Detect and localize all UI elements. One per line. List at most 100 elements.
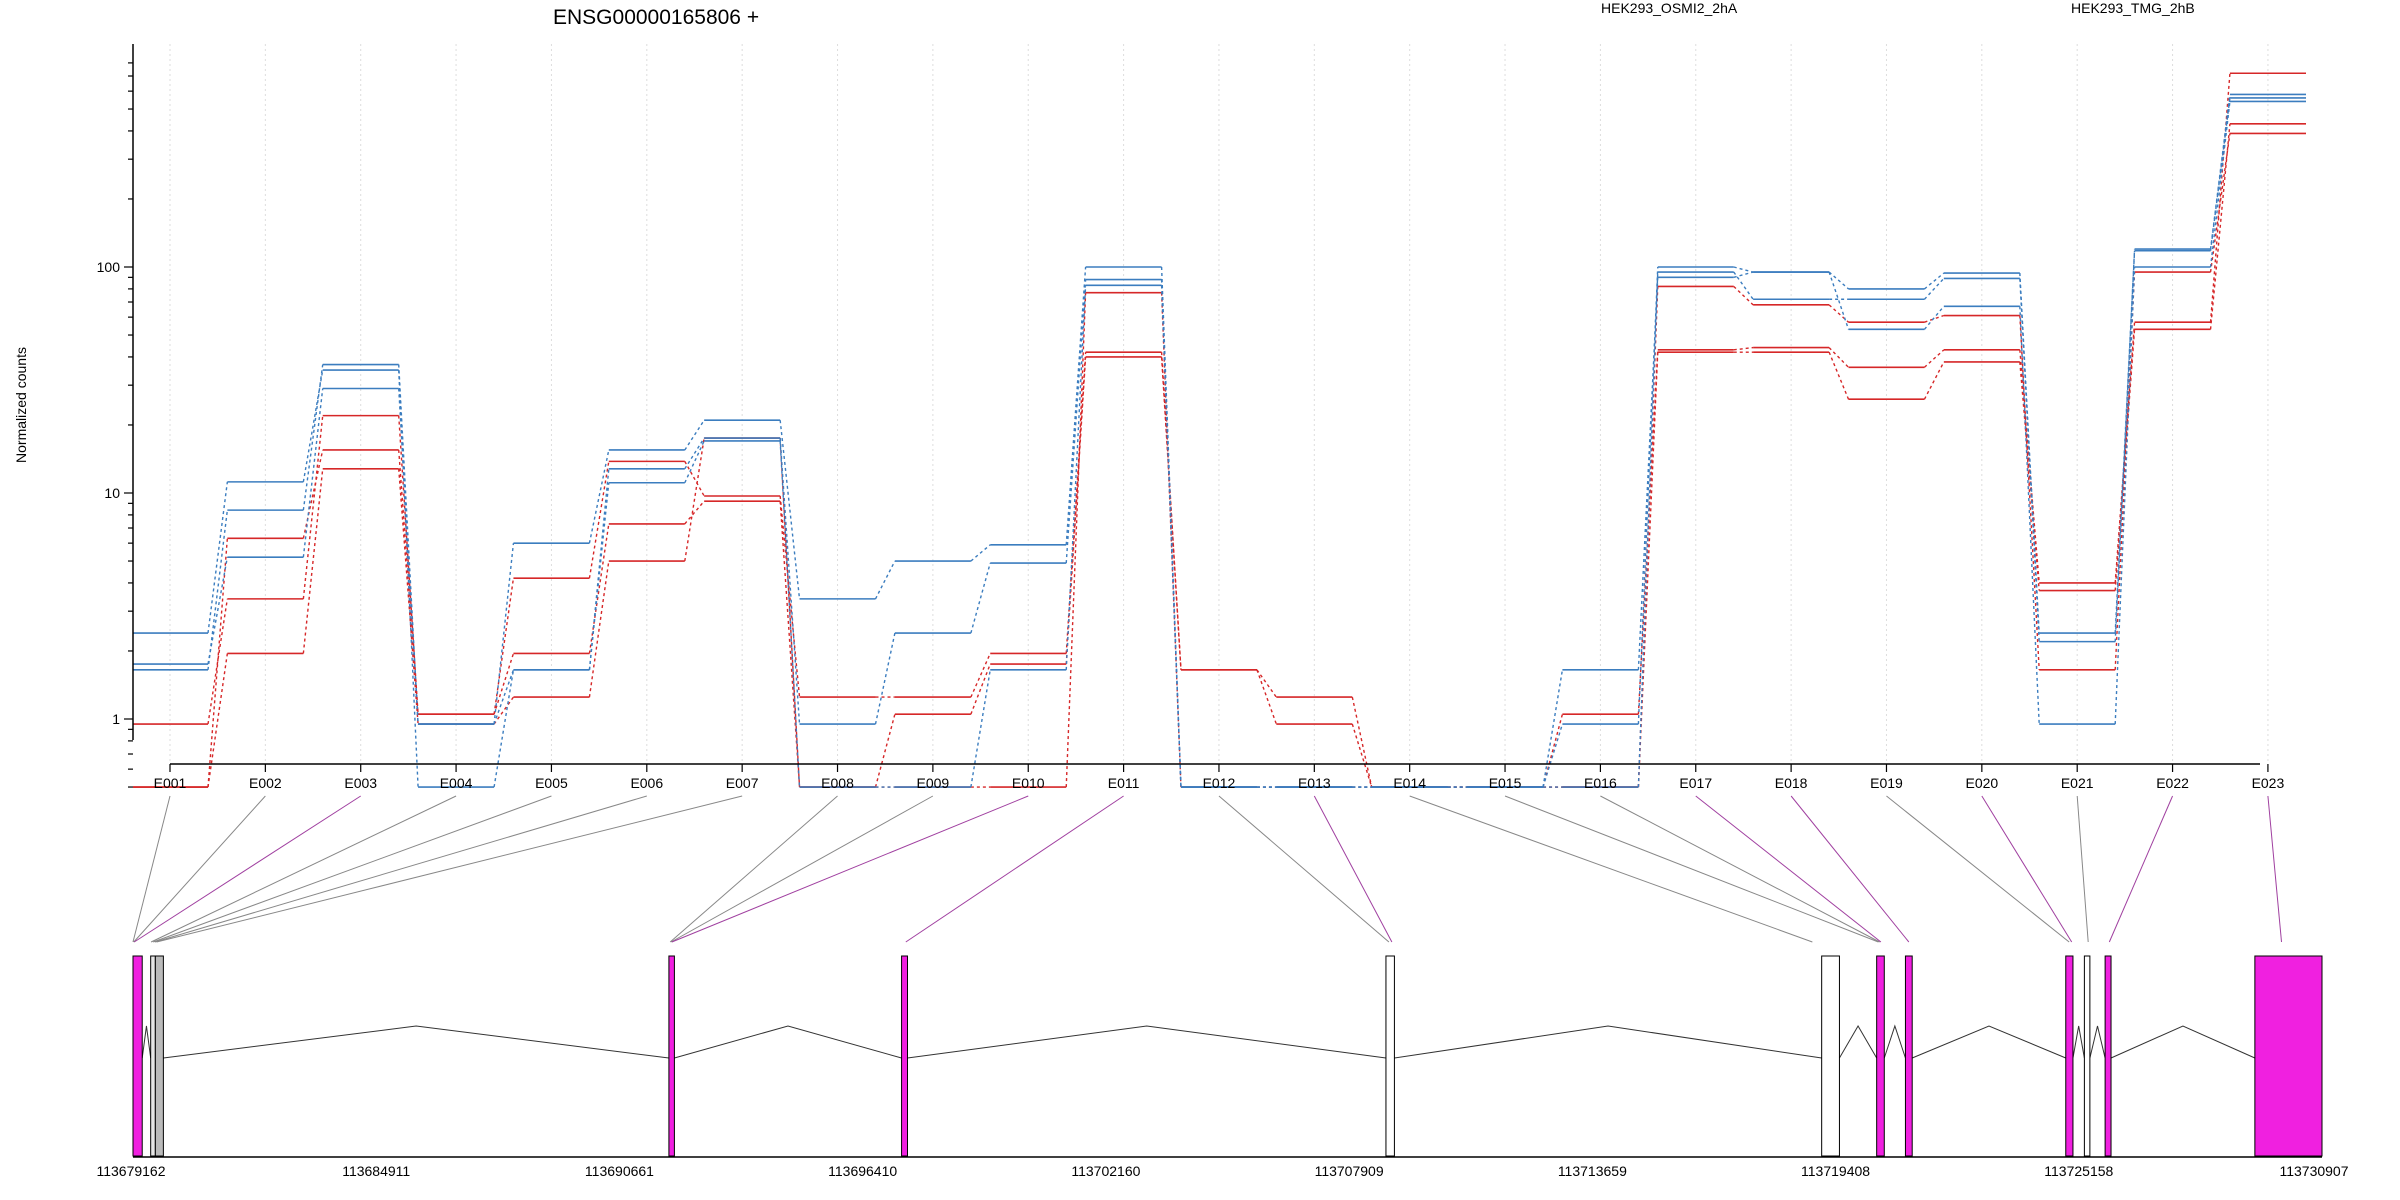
series-4-step-E001 bbox=[207, 481, 229, 634]
series-1 bbox=[133, 123, 2306, 788]
series-0-step-E002 bbox=[302, 415, 324, 599]
series-1-step-E021 bbox=[2114, 329, 2136, 591]
coord-label-5: 113707909 bbox=[1315, 1163, 1384, 1179]
series-5-step-E001 bbox=[207, 557, 229, 665]
x-tick-label-E002: E002 bbox=[249, 775, 282, 791]
series-0-step-E013 bbox=[1351, 696, 1373, 788]
intron-2 bbox=[674, 1025, 902, 1059]
chart-axes bbox=[124, 44, 2322, 1158]
series-5-step-E010 bbox=[1065, 285, 1087, 670]
x-tick-label-E023: E023 bbox=[2252, 775, 2285, 791]
exon-9 bbox=[2065, 955, 2074, 1157]
x-tick-label-E006: E006 bbox=[630, 775, 663, 791]
series-1-step-E012 bbox=[1256, 669, 1277, 725]
series-1-step-E013 bbox=[1351, 723, 1373, 788]
series-0-step-E005 bbox=[588, 461, 610, 579]
legend: HEK293_OSMI2_2hA HEK293_TMG_2hB bbox=[1601, 0, 2195, 16]
series-3 bbox=[133, 93, 2306, 788]
series-2-step-E018 bbox=[1828, 304, 1849, 323]
series-3-step-E015 bbox=[1542, 723, 1564, 788]
series-3-step-E002 bbox=[302, 364, 324, 511]
series-4-step-E005 bbox=[588, 468, 610, 670]
series-1-step-E020 bbox=[2019, 361, 2040, 591]
series-4-step-E019 bbox=[1923, 277, 1945, 300]
connector-E007 bbox=[156, 795, 743, 943]
series-2-step-E017 bbox=[1733, 285, 1754, 306]
series-0-step-E001 bbox=[207, 598, 229, 725]
connector-E012 bbox=[1218, 795, 1390, 943]
series-2-step-E010 bbox=[1065, 292, 1087, 788]
series-1-step-E022 bbox=[2209, 123, 2231, 330]
series-0-step-E018 bbox=[1828, 347, 1849, 368]
connector-E023 bbox=[2267, 795, 2283, 943]
x-tick-label-E009: E009 bbox=[917, 775, 950, 791]
series-2-step-E004 bbox=[493, 696, 515, 725]
intron-5 bbox=[1839, 1025, 1878, 1059]
connector-E002 bbox=[133, 795, 266, 943]
x-tick-label-E008: E008 bbox=[821, 775, 854, 791]
coord-label-8: 113725158 bbox=[2044, 1163, 2113, 1179]
series-4-step-E004 bbox=[493, 669, 515, 788]
x-tick-label-E017: E017 bbox=[1679, 775, 1712, 791]
y-tick-label-10: 10 bbox=[104, 485, 120, 501]
x-tick-label-E011: E011 bbox=[1108, 775, 1140, 791]
series-5-step-E007 bbox=[779, 440, 801, 788]
connector-E001 bbox=[132, 795, 171, 943]
series-0-step-E003 bbox=[398, 415, 419, 715]
exon-6 bbox=[1821, 955, 1840, 1157]
series-4 bbox=[133, 97, 2306, 788]
series-2-step-E007 bbox=[779, 438, 801, 788]
series-5-step-E015 bbox=[1542, 669, 1564, 788]
series-3-step-E010 bbox=[1065, 266, 1087, 545]
series-1-step-E010 bbox=[1065, 356, 1087, 665]
series-5-step-E009 bbox=[970, 669, 991, 788]
legend-label-0: HEK293_OSMI2_2hA bbox=[1601, 0, 1738, 16]
series-4-step-E002 bbox=[302, 369, 324, 482]
x-tick-label-E014: E014 bbox=[1393, 775, 1426, 791]
coord-label-4: 113702160 bbox=[1071, 1163, 1140, 1179]
series-1-step-E004 bbox=[493, 653, 515, 715]
intron-6 bbox=[1883, 1024, 1906, 1059]
series-5-step-E022 bbox=[2209, 101, 2231, 268]
exon-8 bbox=[1904, 955, 1913, 1157]
series-4-step-E008 bbox=[874, 632, 896, 725]
series-0-step-E006 bbox=[684, 461, 705, 497]
x-tick-label-E016: E016 bbox=[1584, 775, 1617, 791]
legend-label-1: HEK293_TMG_2hB bbox=[2071, 0, 2195, 16]
series-5-step-E020 bbox=[2019, 306, 2040, 725]
series-2-step-E003 bbox=[398, 468, 419, 725]
coord-label-0: 113679162 bbox=[96, 1163, 165, 1179]
connector-E004 bbox=[150, 795, 457, 943]
series-5-step-E018 bbox=[1828, 271, 1850, 330]
connector-E010 bbox=[671, 795, 1029, 943]
intron-3 bbox=[907, 1025, 1387, 1059]
series-4-step-E009 bbox=[970, 562, 991, 634]
chart-title: ENSG00000165806 + bbox=[553, 6, 759, 29]
series-5-step-E006 bbox=[684, 440, 705, 484]
connector-E017 bbox=[1695, 795, 1882, 943]
connector-E011 bbox=[905, 795, 1124, 943]
x-tick-label-E004: E004 bbox=[440, 775, 473, 791]
series-2 bbox=[133, 132, 2306, 788]
series-5 bbox=[133, 100, 2306, 788]
series-0-step-E019 bbox=[1924, 349, 1945, 368]
series-5-step-E005 bbox=[588, 482, 610, 670]
connector-E021 bbox=[2076, 795, 2089, 943]
intron-4 bbox=[1394, 1025, 1822, 1059]
series-3-step-E001 bbox=[207, 510, 229, 670]
exon-2 bbox=[154, 955, 164, 1157]
series-3-step-E016 bbox=[1637, 266, 1659, 725]
x-tick-label-E013: E013 bbox=[1298, 775, 1331, 791]
y-tick-labels: 1 10 100 bbox=[97, 259, 121, 727]
x-tick-label-E012: E012 bbox=[1203, 775, 1236, 791]
connector-E014 bbox=[1409, 795, 1813, 943]
series-5-step-E017 bbox=[1733, 271, 1754, 279]
coord-label-2: 113690661 bbox=[585, 1163, 654, 1179]
coord-label-7: 113719408 bbox=[1801, 1163, 1870, 1179]
series-3-step-E018 bbox=[1828, 271, 1849, 290]
x-tick-label-E015: E015 bbox=[1489, 775, 1522, 791]
series-0-step-E007 bbox=[779, 495, 801, 698]
series-4-step-E020 bbox=[2019, 278, 2040, 642]
y-tick-label-100: 100 bbox=[97, 259, 121, 275]
series-1-step-E006 bbox=[684, 500, 705, 525]
